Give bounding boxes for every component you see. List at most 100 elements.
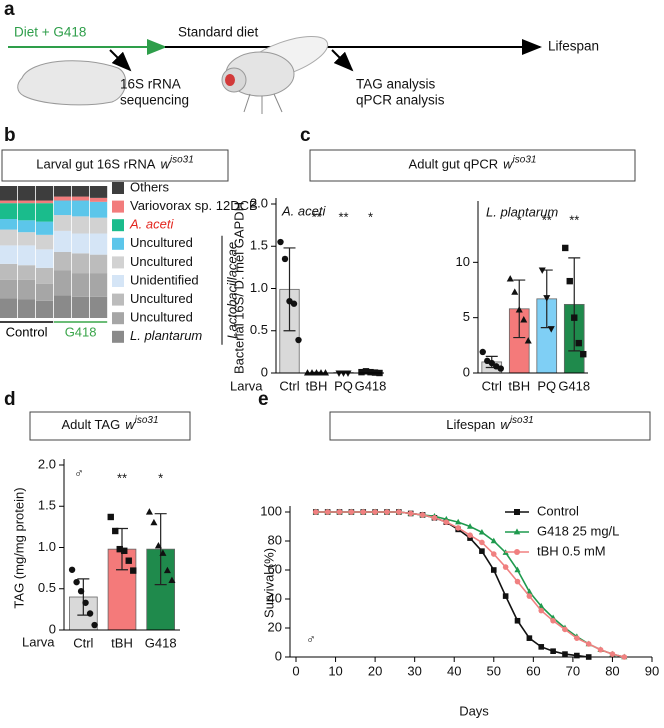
x-tick-label: 70	[566, 663, 580, 678]
bar-segment	[36, 200, 54, 204]
bar-segment	[0, 203, 18, 219]
fly	[221, 35, 329, 114]
data-point	[538, 267, 546, 274]
diet-label: Diet + G418	[14, 25, 86, 40]
data-point	[585, 641, 592, 647]
bar-segment	[18, 232, 36, 246]
data-point	[479, 348, 486, 356]
data-point	[514, 578, 521, 585]
legend-swatch	[112, 275, 124, 287]
legend-label: A. aceti	[129, 217, 174, 232]
panel-letter: a	[4, 0, 15, 20]
legend-swatch	[112, 182, 124, 194]
data-point	[502, 593, 509, 599]
bar-segment	[90, 273, 108, 297]
legend-label: Unidentified	[130, 272, 199, 287]
bar-segment	[72, 296, 90, 318]
larva	[17, 60, 127, 106]
data-point	[497, 365, 504, 372]
data-point	[490, 567, 497, 573]
data-point	[513, 528, 521, 535]
y-tick-label: 1.5	[250, 238, 268, 253]
bar-segment	[72, 253, 90, 274]
error-bar	[154, 513, 167, 586]
bar-segment	[72, 233, 90, 254]
legend-label: L. plantarum	[130, 328, 202, 343]
bar-segment	[90, 186, 108, 198]
step-label: qPCR analysis	[356, 93, 445, 108]
data-point	[515, 306, 523, 313]
bar-segment	[54, 252, 72, 271]
bar-segment	[54, 186, 72, 197]
bar-segment	[36, 249, 54, 268]
data-point	[73, 578, 80, 586]
genotype: w	[160, 157, 171, 172]
legend-swatch	[112, 293, 124, 306]
down-arrow	[331, 49, 354, 72]
x-tick-label: Ctrl	[279, 378, 299, 393]
data-point	[317, 369, 325, 376]
data-point	[312, 369, 321, 376]
data-point	[321, 369, 330, 376]
data-point	[358, 368, 365, 376]
panel-letter: d	[4, 389, 16, 410]
y-tick-label: 1.5	[38, 498, 56, 513]
significance: **	[542, 212, 552, 227]
data-point	[526, 635, 533, 641]
x-tick-label: 90	[645, 663, 659, 678]
data-point	[86, 610, 94, 617]
data-point	[290, 300, 298, 307]
legend-label: G418 25 mg/L	[537, 523, 619, 538]
y-tick-label: 60	[268, 561, 282, 576]
bar-segment	[36, 234, 54, 250]
x-axis-label: Larva	[230, 378, 263, 393]
x-tick-label: 30	[407, 663, 421, 678]
down-arrow	[109, 49, 132, 72]
annotation: ♂	[74, 465, 84, 480]
data-point	[597, 646, 604, 653]
bar-segment	[90, 296, 108, 318]
data-point	[431, 515, 438, 521]
data-point	[154, 542, 162, 549]
y-axis-label: Survival (%)	[261, 548, 276, 618]
data-point	[571, 314, 578, 321]
data-point	[488, 359, 495, 367]
data-point	[514, 566, 521, 573]
legend-label: Others	[130, 179, 170, 194]
x-tick-label: 80	[605, 663, 619, 678]
data-point	[121, 547, 128, 554]
panel-title: Larval gut 16S rRNA wiso31	[36, 154, 194, 172]
data-point	[490, 537, 497, 544]
data-point	[419, 512, 426, 518]
data-point	[336, 509, 343, 515]
data-point	[479, 548, 485, 554]
bar-segment	[36, 300, 54, 318]
data-point	[520, 316, 528, 323]
bar-segment	[18, 245, 36, 266]
data-point	[524, 337, 532, 344]
legend-swatch	[112, 330, 124, 343]
y-axis-label: TAG (mg/mg protein)	[11, 487, 26, 608]
data-point	[360, 509, 367, 515]
title-text: Adult TAG	[61, 417, 120, 432]
legend-swatch	[112, 237, 124, 250]
x-tick-label: 10	[328, 663, 342, 678]
bar-segment	[18, 203, 36, 221]
step-label: sequencing	[120, 93, 189, 108]
data-point	[116, 545, 123, 553]
data-point	[312, 509, 319, 515]
data-point	[372, 509, 378, 515]
step-label: TAG analysis	[356, 77, 436, 92]
title-box	[1, 149, 229, 182]
data-point	[511, 288, 519, 295]
data-point	[538, 607, 545, 614]
x-tick-label: PQ	[334, 378, 353, 393]
y-tick-label: 10	[456, 254, 470, 269]
genotype-sup: iso31	[510, 415, 534, 426]
data-point	[538, 602, 545, 609]
genotype: w	[500, 417, 511, 432]
data-point	[467, 532, 473, 538]
legend-label: Control	[537, 503, 579, 518]
bar-segment	[36, 267, 54, 284]
bar-segment	[54, 196, 72, 201]
